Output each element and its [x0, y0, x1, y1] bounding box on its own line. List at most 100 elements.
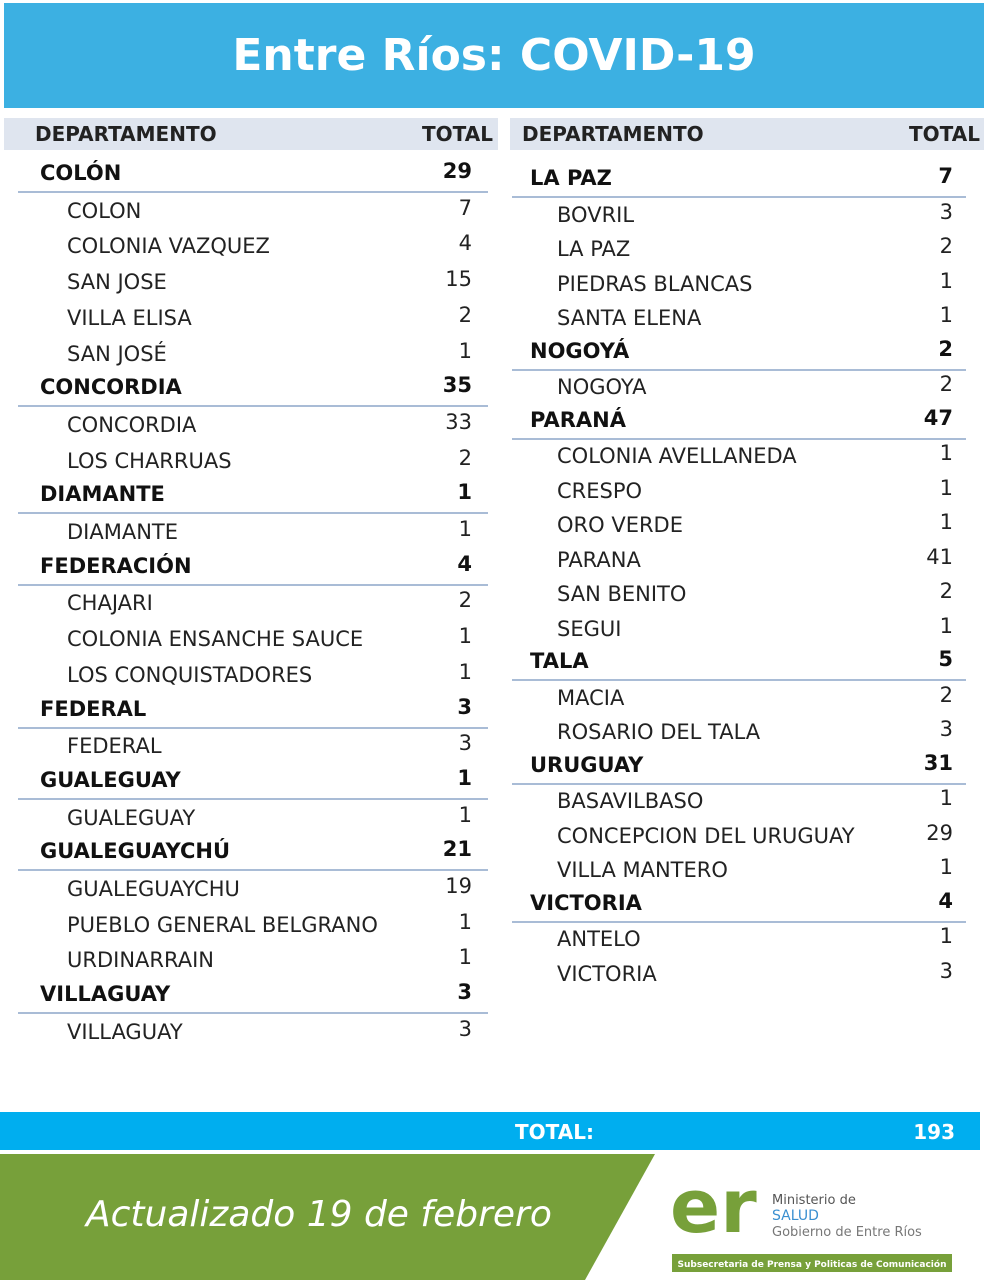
- locality-total: 3: [939, 717, 953, 741]
- locality-name: SANTA ELENA: [557, 306, 702, 330]
- locality-name: LOS CONQUISTADORES: [67, 662, 313, 687]
- department-total: 3: [457, 980, 472, 1005]
- logo-line: Ministerio de: [772, 1193, 856, 1208]
- table-header: [4, 118, 498, 150]
- locality-name: VILLA MANTERO: [557, 858, 728, 882]
- department-name: DIAMANTE: [40, 482, 165, 507]
- locality-total: 1: [939, 613, 953, 638]
- locality-total: 3: [939, 199, 953, 224]
- department-rule: [18, 512, 488, 515]
- locality-name: COLONIA ENSANCHE SAUCE: [67, 627, 364, 652]
- locality-name: BASAVILBASO: [557, 789, 704, 813]
- department-rule: [512, 679, 966, 681]
- locality-total: 41: [926, 544, 953, 569]
- logo-line: Gobierno de Entre Ríos: [772, 1225, 922, 1240]
- locality-total: 1: [939, 924, 953, 948]
- department-name: VICTORIA: [530, 890, 642, 915]
- department-rule: [18, 869, 488, 872]
- department-name: GUALEGUAYCHÚ: [40, 839, 231, 864]
- total-value: 193: [913, 1120, 955, 1144]
- department-rule: [512, 437, 966, 440]
- department-total: 35: [442, 373, 472, 398]
- locality-name: MACIA: [557, 685, 625, 710]
- department-total: 21: [442, 837, 472, 862]
- locality-name: DIAMANTE: [67, 520, 179, 544]
- department-total: 4: [938, 888, 953, 913]
- locality-name: BOVRIL: [557, 202, 635, 227]
- locality-name: PARANA: [557, 547, 641, 572]
- department-name: FEDERAL: [40, 696, 147, 721]
- locality-name: PUEBLO GENERAL BELGRANO: [67, 912, 378, 937]
- logo-mark: er: [670, 1164, 757, 1250]
- department-rule: [18, 405, 488, 408]
- department-total: 7: [938, 164, 953, 188]
- total-bar: [0, 1112, 980, 1150]
- locality-total: 1: [458, 945, 472, 970]
- total-label: TOTAL:: [515, 1120, 594, 1144]
- locality-total: 1: [939, 441, 953, 465]
- footer: Actualizado 19 de febrero er Ministerio …: [0, 1154, 952, 1280]
- locality-name: SAN BENITO: [557, 582, 687, 606]
- logo-line: SALUD: [772, 1208, 819, 1224]
- department-name: PARANÁ: [530, 407, 626, 432]
- locality-name: VILLAGUAY: [67, 1019, 183, 1044]
- locality-name: GUALEGUAY: [67, 805, 196, 830]
- logo-banner-bg: [672, 1254, 952, 1272]
- locality-name: SAN JOSÉ: [67, 341, 167, 366]
- locality-total: 1: [458, 802, 472, 827]
- column-header: DEPARTAMENTO: [35, 122, 217, 146]
- locality-name: CONCORDIA: [67, 412, 197, 437]
- locality-total: 1: [939, 510, 953, 534]
- locality-total: 1: [458, 517, 472, 541]
- column-header: TOTAL: [909, 122, 980, 146]
- department-total: 47: [923, 405, 953, 430]
- department-total: 1: [457, 765, 472, 790]
- locality-name: CONCEPCION DEL URUGUAY: [557, 823, 855, 848]
- locality-name: VICTORIA: [557, 961, 657, 986]
- department-rule: [18, 797, 488, 800]
- column-header: TOTAL: [422, 122, 493, 146]
- department-rule: [512, 196, 966, 198]
- department-name: COLÓN: [40, 161, 122, 185]
- locality-name: CHAJARI: [67, 591, 153, 616]
- locality-total: 1: [458, 338, 472, 363]
- locality-total: 2: [458, 302, 472, 327]
- locality-name: SEGUI: [557, 616, 622, 641]
- locality-name: URDINARRAIN: [67, 948, 214, 973]
- locality-total: 1: [458, 909, 472, 934]
- department-name: FEDERACIÓN: [40, 553, 192, 578]
- locality-name: LA PAZ: [557, 237, 631, 261]
- locality-name: NOGOYA: [557, 375, 647, 399]
- locality-total: 2: [458, 588, 472, 613]
- locality-name: ROSARIO DEL TALA: [557, 720, 761, 744]
- department-total: 2: [938, 336, 953, 361]
- locality-name: ORO VERDE: [557, 513, 683, 537]
- department-rule: [512, 368, 966, 371]
- column-header: DEPARTAMENTO: [522, 122, 704, 146]
- locality-total: 1: [458, 624, 472, 649]
- locality-name: COLONIA AVELLANEDA: [557, 444, 797, 468]
- locality-total: 19: [445, 874, 472, 898]
- department-rule: [512, 920, 966, 923]
- locality-total: 2: [939, 579, 953, 603]
- department-name: URUGUAY: [530, 752, 644, 777]
- department-total: 3: [457, 694, 472, 719]
- department-rule: [18, 1012, 488, 1015]
- title: Entre Ríos: COVID-19: [232, 30, 756, 81]
- footer-green: [0, 1154, 655, 1280]
- department-total: 4: [457, 551, 472, 576]
- locality-name: PIEDRAS BLANCAS: [557, 271, 753, 296]
- locality-total: 15: [445, 267, 472, 292]
- department-name: TALA: [530, 649, 589, 673]
- locality-total: 3: [458, 731, 472, 756]
- locality-total: 1: [939, 303, 953, 327]
- department-total: 1: [457, 480, 472, 505]
- locality-total: 2: [458, 445, 472, 470]
- locality-name: COLON: [67, 198, 142, 223]
- department-rule: [18, 583, 488, 586]
- locality-name: COLONIA VAZQUEZ: [67, 234, 270, 259]
- locality-total: 33: [445, 409, 472, 434]
- table-header: [510, 118, 984, 150]
- locality-total: 2: [939, 234, 953, 258]
